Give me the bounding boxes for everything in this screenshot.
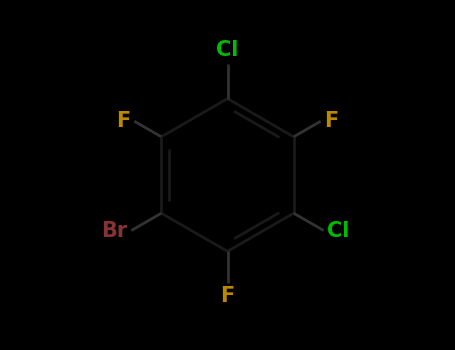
Text: F: F	[220, 286, 235, 306]
Text: F: F	[116, 111, 131, 131]
Text: Cl: Cl	[327, 220, 349, 240]
Text: Br: Br	[101, 220, 128, 240]
Text: F: F	[324, 111, 339, 131]
Text: Cl: Cl	[216, 40, 239, 61]
